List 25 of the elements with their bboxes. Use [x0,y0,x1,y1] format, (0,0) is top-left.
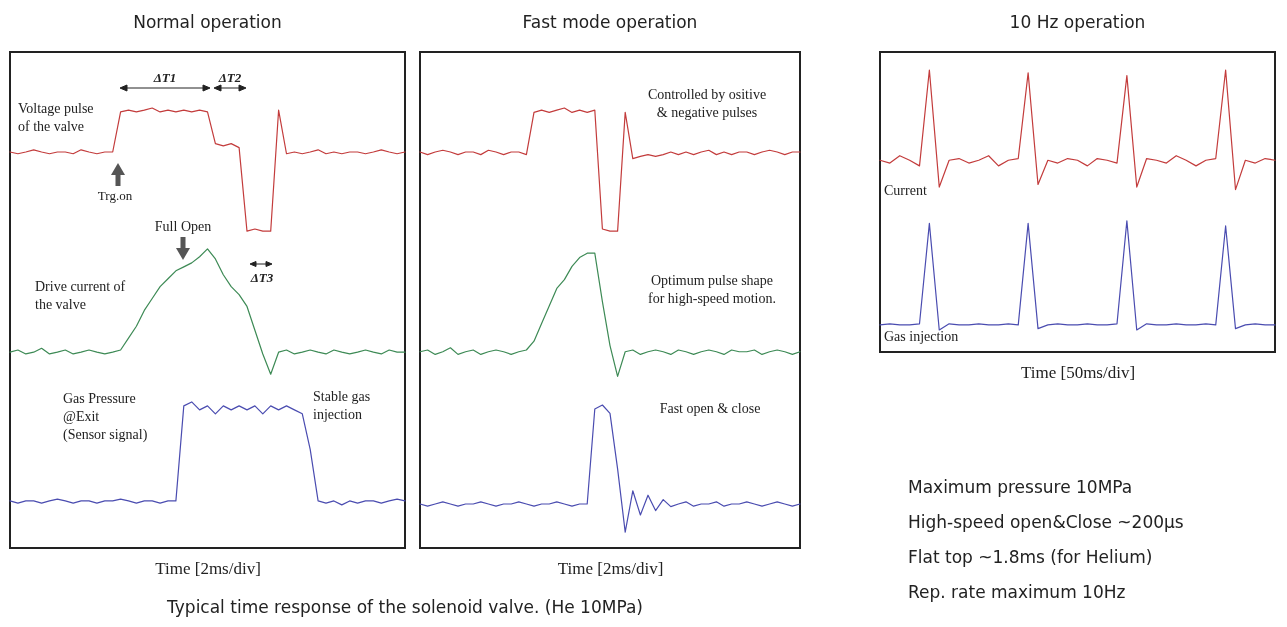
text: High-speed open&Close ~200μs [908,512,1184,532]
text: Typical time response of the solenoid valve. (He 10MPa) [166,597,643,617]
x-axis-title: Time [50ms/div] [1020,362,1136,382]
x-axis-title: Time [2ms/div] [155,558,261,578]
annotation: Gas Pressure @Exit (Sensor signal) [63,391,148,443]
annotation: Drive current of the valve [35,279,126,312]
annotation: Fast open & close [659,401,761,416]
annotation: Current [884,183,927,198]
annotation: Optimum pulse shape for high-speed motion. [648,273,776,306]
text: Rep. rate maximum 10Hz [908,582,1126,602]
x-axis-title: Time [2ms/div] [557,558,664,578]
annotation: Gas injection [884,329,959,344]
annotation: Controlled by ositive & negative pulses [647,87,767,120]
chart-title: Normal operation [133,12,282,32]
annotation: Stable gas injection [313,389,371,422]
annotation: Voltage pulse of the valve [18,101,94,134]
text: ΔT2 [217,70,242,85]
annotation: Full Open [154,219,212,234]
chart-title: Fast mode operation [522,12,698,32]
text: Flat top ~1.8ms (for Helium) [908,547,1153,567]
chart-title: 10 Hz operation [1009,12,1146,32]
text: ΔT1 [152,70,177,85]
text: Maximum pressure 10MPa [908,477,1133,497]
annotation: Trg.on [97,188,133,203]
annotation: ΔT3 [249,270,274,285]
